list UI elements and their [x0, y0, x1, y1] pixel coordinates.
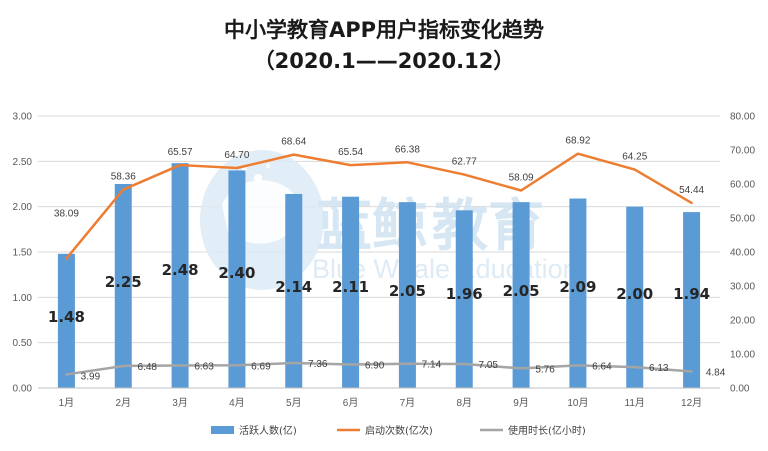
bar-value-label: 1.94 [673, 285, 710, 303]
launch-count-label: 68.92 [565, 136, 590, 147]
bar [228, 170, 246, 388]
x-tick-label: 2月 [115, 397, 131, 409]
bar [683, 212, 701, 388]
x-tick-label: 7月 [400, 397, 416, 409]
y-left-tick-label: 1.00 [13, 293, 33, 304]
bar-value-label: 2.09 [559, 278, 596, 296]
x-tick-label: 11月 [625, 397, 645, 409]
y-right-tick-label: 40.00 [730, 248, 755, 259]
x-tick-label: 6月 [343, 397, 359, 409]
launch-count-label: 65.54 [338, 147, 363, 158]
bar-value-label: 2.25 [105, 273, 142, 291]
usage-duration-label: 4.84 [706, 368, 726, 379]
data-labels: 1.48 2.25 2.48 2.40 2.14 2.11 2.05 1.96 2.05 2.09… [48, 136, 726, 383]
bar-value-label: 1.96 [446, 285, 483, 303]
x-tick-label: 5月 [286, 397, 302, 409]
x-tick-label: 3月 [172, 397, 188, 409]
y-left-tick-label: 0.50 [13, 338, 33, 349]
y-right-tick-label: 0.00 [730, 384, 750, 395]
bar-value-label: 2.40 [218, 264, 255, 282]
usage-duration-label: 7.05 [479, 360, 499, 371]
bar [114, 184, 132, 388]
bar [57, 253, 75, 388]
bar-value-label: 2.00 [616, 285, 653, 303]
y-left-tick-label: 2.50 [13, 157, 33, 168]
launch-count-label: 66.38 [395, 144, 420, 155]
bar-value-label: 2.11 [332, 278, 369, 296]
usage-duration-label: 3.99 [81, 371, 101, 382]
y-left-tick-label: 2.00 [13, 202, 33, 213]
y-right-tick-label: 30.00 [730, 282, 755, 293]
y-left-tick-label: 3.00 [13, 112, 33, 123]
line-usage-duration [65, 361, 693, 376]
bar-value-label: 2.05 [389, 282, 426, 300]
bar [342, 196, 360, 388]
x-tick-label: 10月 [567, 397, 588, 409]
y-left-tick-label: 1.50 [13, 248, 33, 259]
y-right-tick-label: 50.00 [730, 214, 755, 225]
line-launch-count [65, 152, 693, 260]
gridlines [38, 115, 720, 389]
launch-count-label: 68.64 [281, 137, 306, 148]
launch-count-label: 65.57 [168, 147, 193, 158]
usage-duration-label: 6.63 [194, 361, 214, 372]
usage-duration-label: 6.13 [649, 363, 669, 374]
x-tick-label: 8月 [456, 397, 472, 409]
chart-title: 中小学教育APP用户指标变化趋势 [224, 18, 544, 42]
bar [398, 202, 416, 388]
bar [512, 202, 530, 388]
usage-duration-label: 7.36 [308, 359, 328, 370]
legend-label: 使用时长(亿小时) [508, 424, 586, 437]
launch-count-label: 54.44 [679, 185, 704, 196]
x-tick-label: 1月 [59, 397, 75, 409]
y-right-tick-label: 70.00 [730, 146, 755, 157]
bar [569, 198, 587, 388]
launch-count-label: 64.70 [224, 150, 249, 161]
legend-label: 活跃人数(亿) [239, 424, 297, 437]
chart-subtitle: （2020.1——2020.12） [254, 49, 515, 73]
bar-value-label: 1.48 [48, 308, 85, 326]
usage-duration-label: 6.90 [365, 361, 385, 372]
y-right-tick-label: 10.00 [730, 350, 755, 361]
launch-count-label: 58.09 [509, 172, 534, 183]
bar-value-label: 2.48 [162, 261, 199, 279]
launch-count-label: 58.36 [111, 172, 136, 183]
bar-value-label: 2.05 [503, 282, 540, 300]
x-tick-label: 4月 [229, 397, 245, 409]
x-tick-label: 12月 [681, 397, 702, 409]
x-tick-label: 9月 [513, 397, 529, 409]
axes: 0.00 0.50 1.00 1.50 2.00 2.50 3.00 0.00 10.00 20.… [13, 112, 756, 410]
bar [285, 193, 303, 388]
legend-label: 启动次数(亿次) [365, 424, 433, 437]
launch-count-label: 38.09 [54, 208, 79, 219]
bar [626, 206, 644, 388]
bar [455, 210, 473, 388]
bar-value-label: 2.14 [275, 278, 312, 296]
usage-duration-label: 6.48 [138, 362, 158, 373]
y-right-tick-label: 80.00 [730, 112, 755, 123]
usage-duration-label: 6.69 [251, 361, 271, 372]
y-left-tick-label: 0.00 [13, 384, 33, 395]
legend-swatch-bar [211, 426, 234, 434]
usage-duration-label: 7.14 [422, 360, 442, 371]
usage-duration-label: 6.64 [592, 361, 612, 372]
line-series [65, 152, 693, 376]
usage-duration-label: 5.76 [535, 364, 555, 375]
y-right-tick-label: 20.00 [730, 316, 755, 327]
y-right-tick-label: 60.00 [730, 180, 755, 191]
legend: 活跃人数(亿) 启动次数(亿次) 使用时长(亿小时) [211, 424, 586, 437]
bar [171, 163, 189, 388]
bar-series-active-users [57, 163, 701, 388]
launch-count-label: 64.25 [622, 152, 647, 163]
launch-count-label: 62.77 [452, 157, 477, 168]
